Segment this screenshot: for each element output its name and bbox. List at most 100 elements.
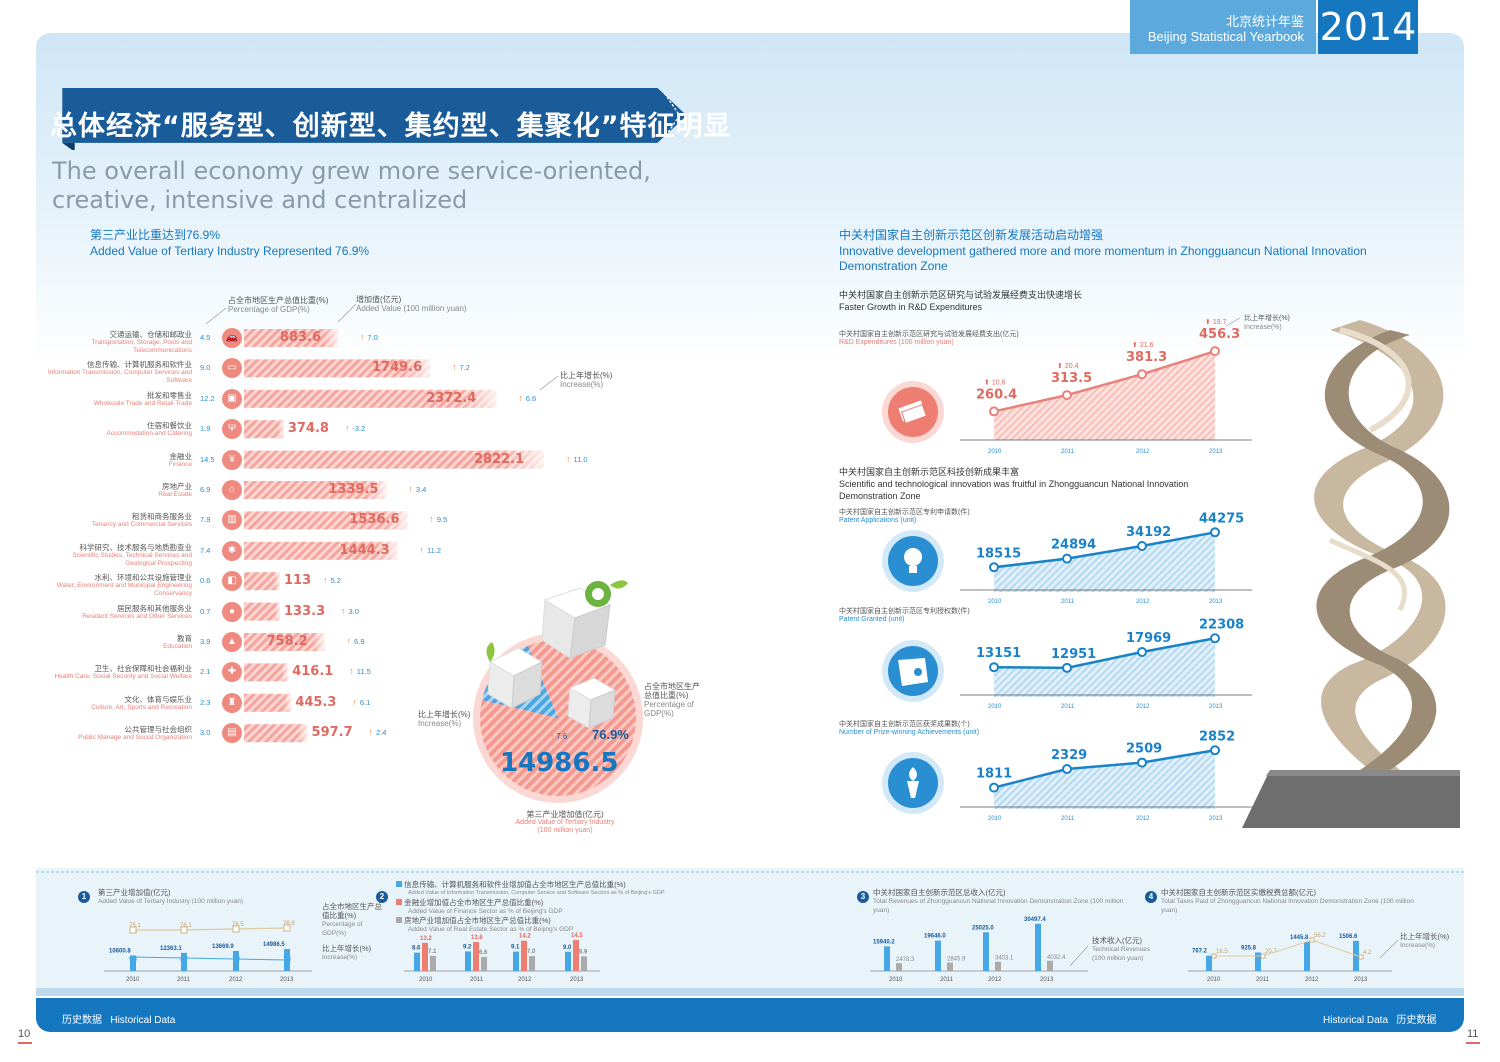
yearbook-title: 北京统计年鉴 Beijing Statistical Yearbook	[1130, 0, 1316, 54]
industry-value: 2372.4	[426, 390, 477, 406]
donut-pct-label: 占全市地区生产总值比重(%) Percentage of GDP(%)	[644, 682, 704, 718]
data-point	[1137, 541, 1147, 552]
arrow-up-icon: ↑	[566, 453, 571, 464]
h3-tech-label-en: Technical Revenues (100 million yuan)	[1092, 946, 1151, 962]
rd-label-cn: 中关村国家自主创新示范区研究与试验发展经费支出(亿元)	[839, 331, 1019, 338]
legend-inc-cn: 比上年增长(%)	[560, 371, 613, 380]
increase-label: ⬆ 20.4	[1057, 362, 1079, 370]
legend-leaders	[205, 303, 559, 390]
legend-pct-en: Percentage of GDP(%)	[228, 305, 310, 314]
increase-label: ⬆ 10.6	[984, 378, 1006, 386]
hist-value-label: 25025.0	[972, 925, 994, 931]
hist-inc-marker	[1309, 937, 1315, 943]
rd-title-cn: 中关村国家自主创新示范区研究与试验发展经费支出快速增长	[839, 290, 1083, 300]
cross-icon: ✚	[222, 662, 242, 683]
hist-value-label: 1445.8	[1290, 935, 1309, 941]
industry-increase-value: 11.2	[427, 545, 442, 555]
footer-left: 历史数据 Historical Data	[62, 1011, 175, 1026]
left-section-title-cn: 第三产业比重达到76.9%	[90, 228, 221, 242]
car-icon: 🚗	[222, 328, 242, 348]
x-tick-label: 2012	[1136, 704, 1150, 710]
right-section-title-cn: 中关村国家自主创新示范区创新发展活动启动增强	[839, 228, 1104, 242]
hist-number-4: 4	[1145, 891, 1157, 903]
industry-pct: 0.7	[200, 606, 211, 616]
data-label: 44275	[1199, 511, 1244, 526]
hist-number-3: 3	[857, 891, 869, 903]
x-tick-label: 2011	[1061, 704, 1075, 710]
hist-bar	[1035, 923, 1041, 971]
industry-category-cn: 文化、体育与娱乐业	[124, 694, 193, 704]
industry-increase-value: 11.5	[356, 667, 371, 677]
h3-label-cn: 中关村国家自主创新示范区总收入(亿元)	[873, 888, 1006, 897]
hist-bar	[284, 949, 290, 971]
mortarboard-icon: ▲	[222, 632, 242, 652]
yuan-icon: ¥	[222, 449, 242, 470]
building-icon: ▥	[222, 510, 242, 531]
hist-bar	[884, 946, 890, 971]
industry-pct: 1.9	[200, 424, 211, 434]
data-label: 313.5	[1051, 371, 1092, 386]
hist-bar	[581, 956, 587, 971]
industry-category-en: Real Estate	[158, 491, 192, 498]
industry-pct: 0.6	[200, 576, 211, 586]
industry-value: 1749.6	[371, 360, 423, 376]
hist-value-label: 9.0	[563, 945, 572, 951]
rd-section-title: 中关村国家自主创新示范区研究与试验发展经费支出快速增长 Faster Growt…	[839, 289, 1082, 313]
industry-category: 交通运输、仓储和邮政业 Transportation, Storage, Post…	[44, 331, 192, 355]
hist-bar	[130, 955, 136, 971]
data-label: 22308	[1199, 617, 1244, 632]
h3-tech-label-cn: 技术收入(亿元)	[1092, 936, 1142, 945]
donut-label: 第三产业增加值(亿元) Added Value of Tertiary Indu…	[480, 810, 650, 835]
industry-category-en: Resident Services and Other Services	[82, 612, 192, 620]
arrow-up-icon: ↑	[346, 636, 352, 646]
data-point	[1137, 646, 1147, 657]
industry-category-cn: 信息传输、计算机服务和软件业	[87, 360, 192, 370]
hist-bar	[1206, 955, 1212, 971]
industry-increase: ↑ -3.2	[345, 423, 365, 433]
industry-increase: ↑ 3.0	[341, 606, 359, 616]
data-point	[989, 782, 999, 793]
industry-bar-fade	[244, 359, 430, 378]
hist-inc-label: 20.7	[1265, 949, 1277, 955]
line-area-fill	[994, 351, 1215, 440]
industry-category-cn: 居民服务和其他服务业	[117, 603, 192, 613]
hist-x-label: 2010	[889, 977, 903, 983]
hist-x-label: 2010	[1207, 977, 1221, 983]
h1-inc-label-cn: 比上年增长(%)	[322, 944, 372, 953]
hist-x-label: 2013	[570, 977, 584, 983]
legend-inc-en: Increase(%)	[560, 380, 604, 389]
hist-x-label: 2012	[1305, 977, 1319, 983]
industry-category-en: Public Manage and Social Organization	[78, 734, 192, 742]
hist-value-label: 7.0	[527, 949, 536, 955]
hist-bar	[233, 950, 239, 971]
h4-inc-label: 比上年增长(%) Increase(%)	[1400, 932, 1460, 950]
industry-bar-fade	[244, 724, 308, 743]
arrow-up-icon: ⬆	[1205, 318, 1211, 326]
yearbook-title-cn: 北京统计年鉴	[1225, 14, 1304, 29]
theatre-icon: ♜	[222, 692, 242, 713]
rd-label-en: R&D Expenditures (100 million yuan)	[839, 339, 954, 346]
hist-value-label: 3403.1	[995, 956, 1014, 962]
legend-inc: 比上年增长(%) Increase(%)	[560, 371, 650, 389]
x-tick-label: 2011	[1061, 449, 1075, 455]
hist-x-label: 2011	[1256, 977, 1270, 983]
hist-value-label: 8.6	[412, 946, 421, 952]
industry-bar-fade	[244, 481, 387, 499]
data-point	[1210, 346, 1220, 357]
torch-icon	[882, 752, 944, 814]
data-label: 18515	[976, 546, 1021, 561]
data-label: 17969	[1126, 631, 1171, 646]
hist-x-label: 2011	[940, 977, 954, 983]
hist-bar	[565, 951, 571, 971]
page-subtitle: The overall economy grew more service-or…	[52, 157, 651, 214]
industry-increase-value: 2.4	[376, 728, 387, 738]
hist-x-label: 2012	[229, 977, 243, 983]
data-point	[1210, 745, 1220, 756]
h3-label-en: Total Revenues of Zhongguancun National …	[873, 898, 1124, 914]
hist-bar	[481, 956, 487, 971]
industry-category-en: Finance	[168, 460, 192, 468]
h1-label-en: Added Value of Tertiary Industry (100 mi…	[98, 898, 244, 905]
data-label: 381.3	[1126, 350, 1167, 365]
hist-inc-label: 7.9	[232, 957, 241, 963]
hist-inc-label: 16.5	[1216, 949, 1228, 955]
